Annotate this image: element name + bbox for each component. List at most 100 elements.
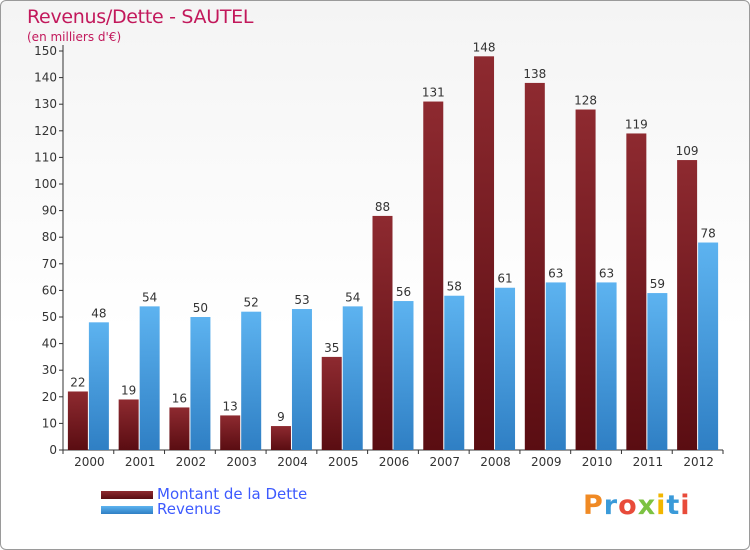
value-label-revenus-2004: 53 <box>294 293 309 307</box>
y-tick-label: 40 <box>42 337 57 351</box>
x-tick-label: 2011 <box>633 455 664 469</box>
bar-revenus-2007 <box>444 295 465 450</box>
x-tick-label: 2010 <box>582 455 613 469</box>
chart-title: Revenus/Dette - SAUTEL <box>27 6 254 28</box>
x-tick-label: 2012 <box>683 455 714 469</box>
x-tick-label: 2003 <box>226 455 257 469</box>
bar-revenus-2002 <box>190 317 211 450</box>
legend-swatch-revenus <box>101 505 153 514</box>
y-tick-label: 70 <box>42 257 57 271</box>
value-label-revenus-2007: 58 <box>447 280 462 294</box>
logo-letter: t <box>666 490 681 521</box>
value-label-revenus-2005: 54 <box>345 290 360 304</box>
x-tick-label: 2004 <box>277 455 308 469</box>
value-label-revenus-2002: 50 <box>193 301 208 315</box>
value-label-dette-2011: 119 <box>625 117 648 131</box>
value-label-dette-2002: 16 <box>172 391 187 405</box>
bar-revenus-2010 <box>596 282 617 450</box>
bar-dette-2012 <box>677 160 698 450</box>
bar-revenus-2009 <box>545 282 566 450</box>
value-label-dette-2000: 22 <box>70 375 85 389</box>
y-tick-label: 10 <box>42 416 57 430</box>
y-tick-label: 60 <box>42 283 57 297</box>
value-label-dette-2001: 19 <box>121 383 136 397</box>
bar-dette-2003 <box>220 415 241 450</box>
legend-label-dette: Montant de la Dette <box>157 485 308 503</box>
bar-dette-2008 <box>474 56 495 450</box>
x-tick-label: 2001 <box>125 455 156 469</box>
value-label-revenus-2006: 56 <box>396 285 411 299</box>
value-label-dette-2007: 131 <box>422 86 445 100</box>
x-tick-label: 2005 <box>328 455 359 469</box>
chart-subtitle: (en milliers d'€) <box>27 30 122 44</box>
x-tick-label: 2006 <box>379 455 410 469</box>
value-label-dette-2003: 13 <box>223 399 238 413</box>
y-axis: 0 10 20 30 40 50 60 70 80 90 100 110 120 130 140 150 <box>34 44 64 457</box>
y-tick-label: 120 <box>34 124 57 138</box>
legend-item-dette: Montant de la Dette <box>101 487 307 502</box>
bar-revenus-2000 <box>88 322 109 450</box>
y-tick-label: 30 <box>42 363 57 377</box>
value-label-dette-2010: 128 <box>574 94 597 108</box>
bar-revenus-2001 <box>139 306 160 450</box>
value-label-revenus-2012: 78 <box>700 227 715 241</box>
bar-revenus-2012 <box>698 242 719 450</box>
bar-revenus-2011 <box>647 293 668 450</box>
y-tick-label: 90 <box>42 204 57 218</box>
y-tick-label: 80 <box>42 230 57 244</box>
y-tick-label: 50 <box>42 310 57 324</box>
logo-letter: i <box>656 490 667 521</box>
x-tick-label: 2009 <box>531 455 562 469</box>
logo-letter: r <box>603 490 619 521</box>
value-labels: 22 48 19 54 16 50 13 52 9 53 35 54 88 56 131 58 148 61 138… <box>70 40 716 424</box>
bar-revenus-2006 <box>393 301 414 450</box>
bar-revenus-2005 <box>342 306 363 450</box>
x-tick-label: 2002 <box>176 455 207 469</box>
bar-dette-2007 <box>423 101 444 450</box>
y-tick-label: 140 <box>34 71 57 85</box>
legend-label-revenus: Revenus <box>157 500 221 518</box>
bar-dette-2002 <box>169 407 190 450</box>
bar-dette-2000 <box>67 391 88 450</box>
bar-dette-2004 <box>270 426 291 450</box>
x-axis: 2000 2001 2002 2003 2004 2005 2006 2007 2008 2009… <box>62 449 724 469</box>
proxiti-logo: Proxiti <box>583 490 691 521</box>
logo-letter: x <box>637 490 657 521</box>
y-tick-label: 130 <box>34 97 57 111</box>
y-tick-label: 100 <box>34 177 57 191</box>
value-label-dette-2008: 148 <box>473 40 496 54</box>
value-label-revenus-2008: 61 <box>497 272 512 286</box>
bar-dette-2006 <box>372 215 393 450</box>
logo-letter: P <box>583 490 604 521</box>
bar-dette-2010 <box>575 109 596 451</box>
bar-revenus-2003 <box>241 311 262 450</box>
logo-letter: i <box>680 490 691 521</box>
legend-swatch-dette <box>101 490 153 499</box>
value-label-revenus-2010: 63 <box>599 266 614 280</box>
value-label-dette-2009: 138 <box>523 67 546 81</box>
x-tick-label: 2007 <box>429 455 460 469</box>
x-tick-label: 2008 <box>480 455 511 469</box>
y-tick-label: 20 <box>42 390 57 404</box>
legend: Montant de la Dette Revenus <box>101 487 307 517</box>
bars <box>67 56 719 451</box>
value-label-revenus-2000: 48 <box>91 306 106 320</box>
bar-dette-2009 <box>524 82 545 451</box>
value-label-revenus-2009: 63 <box>548 266 563 280</box>
y-tick-label: 110 <box>34 150 57 164</box>
bar-dette-2005 <box>321 356 342 450</box>
bar-revenus-2004 <box>291 309 312 450</box>
value-label-dette-2005: 35 <box>324 341 339 355</box>
legend-item-revenus: Revenus <box>101 502 307 517</box>
bar-dette-2001 <box>118 399 139 450</box>
value-label-revenus-2011: 59 <box>650 277 665 291</box>
value-label-revenus-2003: 52 <box>244 296 259 310</box>
value-label-dette-2012: 109 <box>676 144 699 158</box>
logo-letter: o <box>618 490 638 521</box>
y-tick-label: 150 <box>34 44 57 58</box>
y-tick-label: 0 <box>49 443 57 457</box>
value-label-dette-2006: 88 <box>375 200 390 214</box>
bar-dette-2011 <box>626 133 647 450</box>
